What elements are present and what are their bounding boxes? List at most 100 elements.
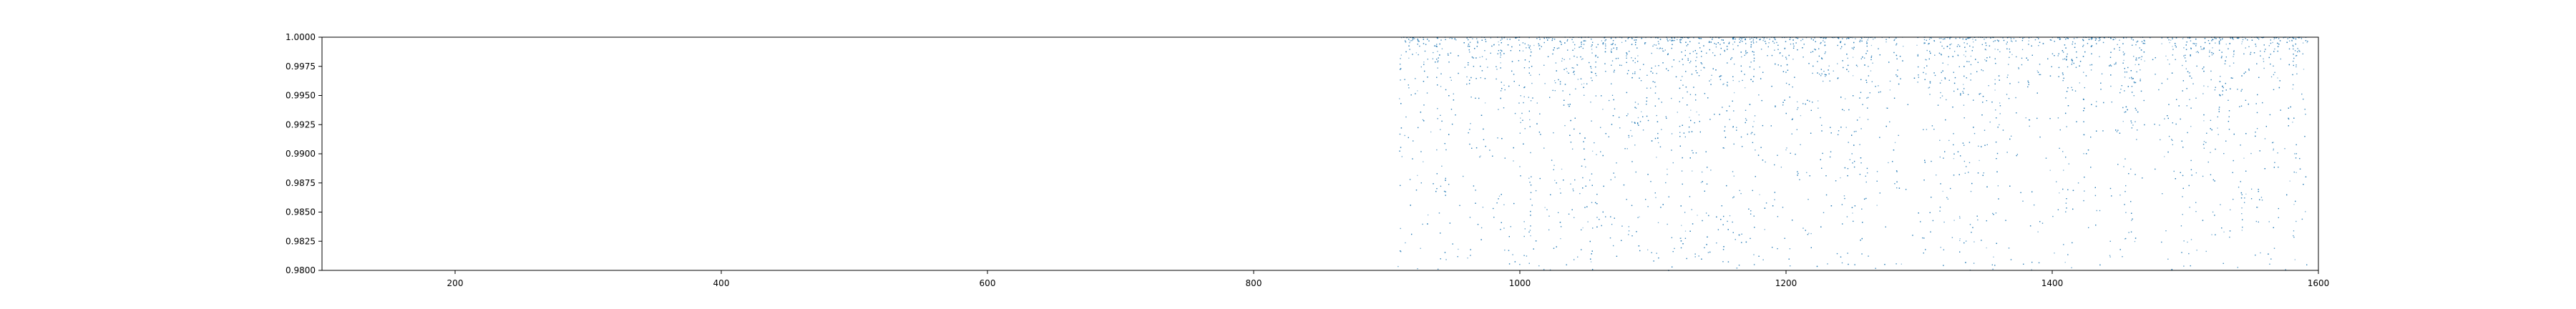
data-point xyxy=(2286,41,2288,44)
data-point xyxy=(2241,89,2243,90)
data-point xyxy=(1538,74,1541,75)
data-point xyxy=(2130,168,2132,170)
data-point xyxy=(1949,47,1951,49)
data-point xyxy=(1994,58,1996,59)
data-point xyxy=(1848,109,1850,111)
data-point xyxy=(1810,52,1812,53)
data-point xyxy=(1582,47,1584,49)
data-point xyxy=(1999,113,2001,114)
data-point xyxy=(1742,37,1744,39)
data-point xyxy=(1851,47,1853,49)
data-point xyxy=(1975,39,1976,41)
data-point xyxy=(2140,59,2142,60)
data-point xyxy=(1810,109,1812,112)
data-point xyxy=(1820,41,1822,44)
data-point xyxy=(1866,42,1868,44)
data-point xyxy=(2110,85,2112,87)
data-point xyxy=(2265,126,2268,127)
data-point xyxy=(1671,97,1672,99)
data-point xyxy=(2132,124,2134,126)
data-point xyxy=(1473,66,1475,67)
data-point xyxy=(1963,66,1965,67)
data-point xyxy=(1655,197,1657,198)
data-point xyxy=(1634,57,1636,59)
data-point xyxy=(1970,79,1971,81)
data-point xyxy=(2272,41,2273,44)
data-point xyxy=(2188,252,2190,255)
data-point xyxy=(1998,198,1999,200)
data-point xyxy=(2138,57,2140,59)
data-point xyxy=(1964,172,1966,174)
data-point xyxy=(2288,36,2290,39)
data-point xyxy=(1634,44,1636,46)
data-point xyxy=(1684,49,1686,52)
data-point xyxy=(2109,256,2111,258)
data-point xyxy=(2036,70,2038,72)
data-point xyxy=(1753,264,1755,265)
data-point xyxy=(1420,247,1421,249)
data-point xyxy=(1654,65,1657,67)
data-point xyxy=(1417,175,1418,176)
data-point xyxy=(2111,195,2112,197)
data-point xyxy=(2058,76,2059,77)
data-point xyxy=(1609,237,1611,239)
data-point xyxy=(1621,225,1623,227)
data-point xyxy=(1894,183,1896,185)
data-point xyxy=(1631,135,1633,137)
data-point xyxy=(1437,108,1438,109)
data-point xyxy=(1440,39,1442,41)
data-point xyxy=(1982,70,1984,72)
data-point xyxy=(1814,37,1815,39)
data-point xyxy=(1735,239,1736,240)
data-point xyxy=(2022,37,2024,39)
data-point xyxy=(2021,57,2023,59)
data-point xyxy=(2245,170,2247,172)
data-point xyxy=(1752,142,1754,144)
data-point xyxy=(1963,144,1965,146)
data-point xyxy=(2273,89,2275,90)
data-point xyxy=(2006,77,2008,78)
data-point xyxy=(2295,200,2296,202)
data-point xyxy=(1777,216,1779,217)
data-point xyxy=(1953,51,1956,52)
data-point xyxy=(1519,264,1521,265)
data-point xyxy=(1896,171,1898,172)
data-point xyxy=(2294,50,2296,52)
data-point xyxy=(2075,67,2077,68)
data-point xyxy=(1755,41,1757,43)
data-point xyxy=(1740,65,1742,67)
data-point xyxy=(2250,198,2253,200)
data-point xyxy=(2011,41,2013,42)
data-point xyxy=(2263,51,2265,52)
data-point xyxy=(1663,50,1664,52)
data-point xyxy=(1940,97,1941,99)
data-point xyxy=(2277,152,2278,154)
data-point xyxy=(1524,228,1526,230)
data-point xyxy=(2143,99,2145,102)
data-point xyxy=(1854,264,1855,265)
data-point xyxy=(1852,37,1853,39)
data-point xyxy=(2123,166,2124,167)
data-point xyxy=(1571,67,1573,69)
data-point xyxy=(1805,36,1807,39)
data-point xyxy=(1684,237,1687,239)
data-point xyxy=(2298,37,2300,39)
data-point xyxy=(1853,131,1855,132)
data-point xyxy=(1445,89,1447,91)
data-point xyxy=(1645,199,1646,200)
data-point xyxy=(1840,256,1842,258)
data-point xyxy=(2172,144,2174,145)
data-point xyxy=(1974,132,1976,134)
data-point xyxy=(1777,216,1779,217)
data-point xyxy=(1750,210,1752,212)
data-point xyxy=(2243,202,2245,203)
data-point xyxy=(2209,43,2210,44)
data-point xyxy=(2125,237,2127,240)
data-point xyxy=(1953,90,1955,92)
data-point xyxy=(1758,94,1760,96)
data-point xyxy=(1709,49,1711,51)
data-point xyxy=(2187,37,2189,39)
data-point xyxy=(1496,202,1498,204)
data-point xyxy=(2277,77,2278,79)
data-point xyxy=(1701,56,1702,57)
